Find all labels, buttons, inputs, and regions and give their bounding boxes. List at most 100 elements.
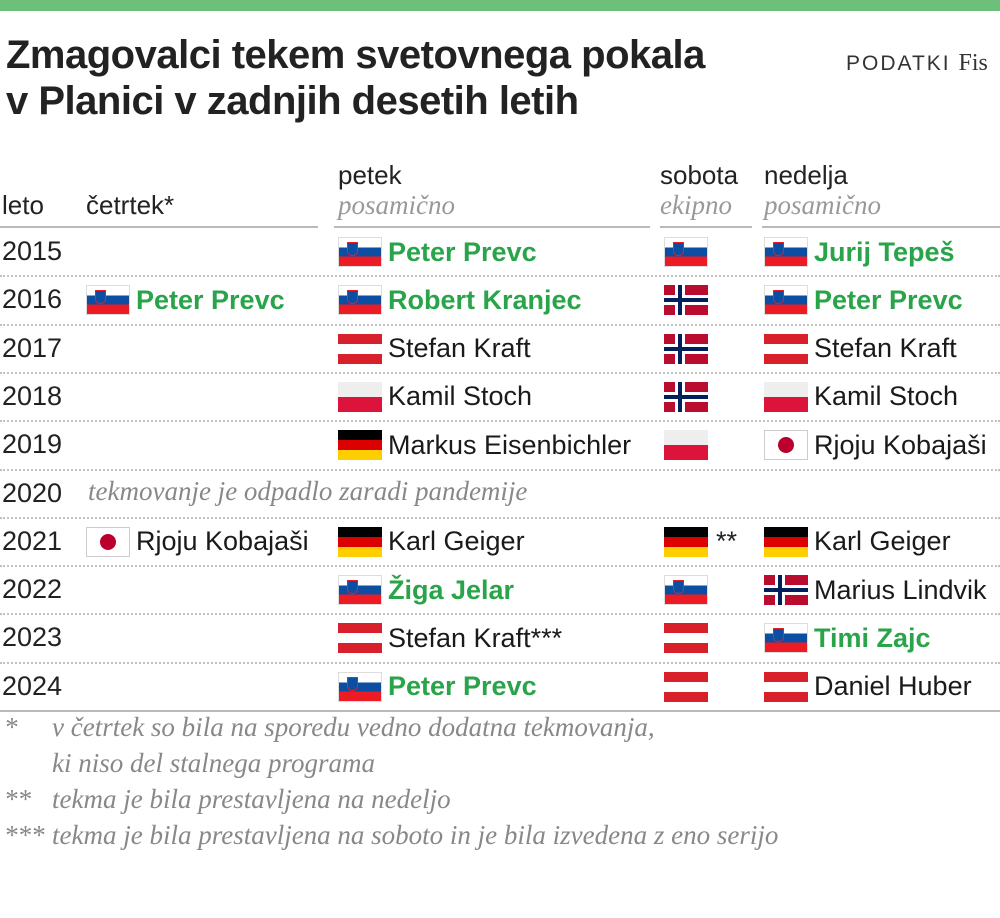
- row-divider: [0, 420, 1000, 423]
- winner-cell-sat: [664, 663, 714, 711]
- slovenia-flag-icon: [338, 671, 382, 702]
- row-divider: [0, 371, 1000, 374]
- row-divider: [0, 516, 1000, 519]
- winner-name: Karl Geiger: [814, 526, 951, 557]
- header-nedelja-day: nedelja: [764, 160, 848, 190]
- winner-cell-sun: Daniel Huber: [764, 663, 972, 711]
- slovenia-flag-icon: [338, 285, 382, 316]
- year-cell: 2022: [2, 574, 63, 605]
- winner-name: Karl Geiger: [388, 526, 525, 557]
- winner-cell-sun: Timi Zajc: [764, 614, 931, 662]
- title-line-1: Zmagovalci tekem svetovnega pokala: [6, 33, 705, 77]
- winner-name: Stefan Kraft***: [388, 622, 563, 653]
- poland-flag-icon: [338, 381, 382, 412]
- winner-cell-fri: Kamil Stoch: [338, 373, 532, 421]
- winner-name: Stefan Kraft: [388, 333, 531, 364]
- austria-flag-icon: [764, 333, 808, 364]
- footnote-text: tekma je bila prestavljena na nedeljo: [52, 784, 451, 814]
- table-row: 2019 Markus Eisenbichler Rjoju Kobajaši: [0, 421, 1000, 469]
- winner-name: Peter Prevc: [814, 284, 963, 315]
- header-nedelja: nedelja posamično: [764, 160, 881, 220]
- footnote-marker: *: [4, 712, 18, 742]
- winner-cell-sat: [664, 276, 714, 324]
- year-cell: 2023: [2, 622, 63, 653]
- winner-name: Markus Eisenbichler: [388, 429, 632, 460]
- year-cell: 2018: [2, 380, 63, 411]
- header-petek: petek posamično: [338, 160, 455, 220]
- poland-flag-icon: [764, 381, 808, 412]
- austria-flag-icon: [338, 333, 382, 364]
- germany-flag-icon: [764, 526, 808, 557]
- winner-cell-fri: Stefan Kraft***: [338, 614, 562, 662]
- source-label: PODATKI: [846, 52, 951, 75]
- winner-cell-fri: Robert Kranjec: [338, 276, 582, 324]
- winner-cell-sun: Kamil Stoch: [764, 373, 958, 421]
- row-divider: [0, 468, 1000, 471]
- table-row: 2017 Stefan Kraft Stefan Kraft: [0, 325, 1000, 373]
- footnote-marker: **: [4, 784, 31, 814]
- winner-cell-sun: Peter Prevc: [764, 276, 963, 324]
- header-sobota-day: sobota: [660, 160, 739, 190]
- slovenia-flag-icon: [764, 285, 808, 316]
- winner-cell-fri: Žiga Jelar: [338, 566, 514, 614]
- header-rule-sobota: [660, 226, 752, 228]
- table-row: 2022 Žiga Jelar Marius Lindvik: [0, 566, 1000, 614]
- year-cell: 2021: [2, 525, 63, 556]
- row-divider: [0, 323, 1000, 326]
- winner-cell-fri: Peter Prevc: [338, 663, 537, 711]
- header-rule-nedelja: [762, 226, 1000, 228]
- winner-cell-thu: Rjoju Kobajaši: [86, 518, 309, 566]
- slovenia-flag-icon: [664, 575, 708, 606]
- norway-flag-icon: [664, 333, 708, 364]
- table-bottom-rule: [0, 710, 1000, 712]
- source-name: Fis: [958, 50, 988, 76]
- winner-cell-fri: Karl Geiger: [338, 518, 525, 566]
- year-cell: 2019: [2, 429, 63, 460]
- slovenia-flag-icon: [764, 623, 808, 654]
- slovenia-flag-icon: [338, 237, 382, 267]
- winner-cell-sat: [664, 421, 714, 469]
- year-cell: 2024: [2, 670, 63, 701]
- poland-flag-icon: [664, 430, 708, 461]
- winner-cell-sat: [664, 566, 714, 614]
- footnote-text: tekma je bila prestavljena na soboto in …: [52, 820, 779, 850]
- title-line-2: v Planici v zadnjih desetih letih: [6, 79, 579, 123]
- austria-flag-icon: [338, 623, 382, 654]
- winner-name: Stefan Kraft: [814, 333, 957, 364]
- japan-flag-icon: [86, 526, 130, 557]
- header-sobota: sobota ekipno: [660, 160, 738, 220]
- table-row: 2023 Stefan Kraft*** Timi Zajc: [0, 614, 1000, 662]
- source-credit: PODATKI Fis: [846, 50, 988, 77]
- winner-name: Peter Prevc: [388, 671, 537, 702]
- winner-cell-fri: Stefan Kraft: [338, 325, 531, 373]
- norway-flag-icon: [764, 575, 808, 606]
- year-cell: 2020: [2, 477, 63, 508]
- header-cetrtek: četrtek*: [86, 190, 175, 220]
- header-petek-day: petek: [338, 160, 402, 190]
- winner-name: Jurij Tepeš: [814, 236, 955, 267]
- slovenia-flag-icon: [338, 575, 382, 606]
- page-title: Zmagovalci tekem svetovnega pokala v Pla…: [6, 32, 705, 124]
- winner-cell-sun: Karl Geiger: [764, 518, 951, 566]
- year-cell: 2017: [2, 332, 63, 363]
- row-divider: [0, 613, 1000, 616]
- winner-name: Peter Prevc: [136, 284, 285, 315]
- year-cell: 2016: [2, 284, 63, 315]
- row-divider: [0, 661, 1000, 664]
- germany-flag-icon: [664, 526, 708, 557]
- austria-flag-icon: [664, 671, 708, 702]
- row-divider: [0, 275, 1000, 278]
- winner-cell-sun: Jurij Tepeš: [764, 228, 955, 276]
- footnote-marker: ***: [4, 820, 45, 850]
- austria-flag-icon: [664, 623, 708, 654]
- winner-name: Peter Prevc: [388, 236, 537, 267]
- japan-flag-icon: [764, 430, 808, 461]
- table-row: 2020 tekmovanje je odpadlo zaradi pandemi…: [0, 470, 1000, 518]
- winner-cell-sat: [664, 325, 714, 373]
- table-row: 2015 Peter Prevc Jurij Tepeš: [0, 228, 1000, 276]
- winner-name: Kamil Stoch: [388, 381, 533, 412]
- cancelled-note: tekmovanje je odpadlo zaradi pandemije: [88, 475, 528, 506]
- slovenia-flag-icon: [86, 285, 130, 316]
- header-nedelja-sub: posamično: [764, 190, 881, 220]
- year-cell: 2015: [2, 236, 63, 266]
